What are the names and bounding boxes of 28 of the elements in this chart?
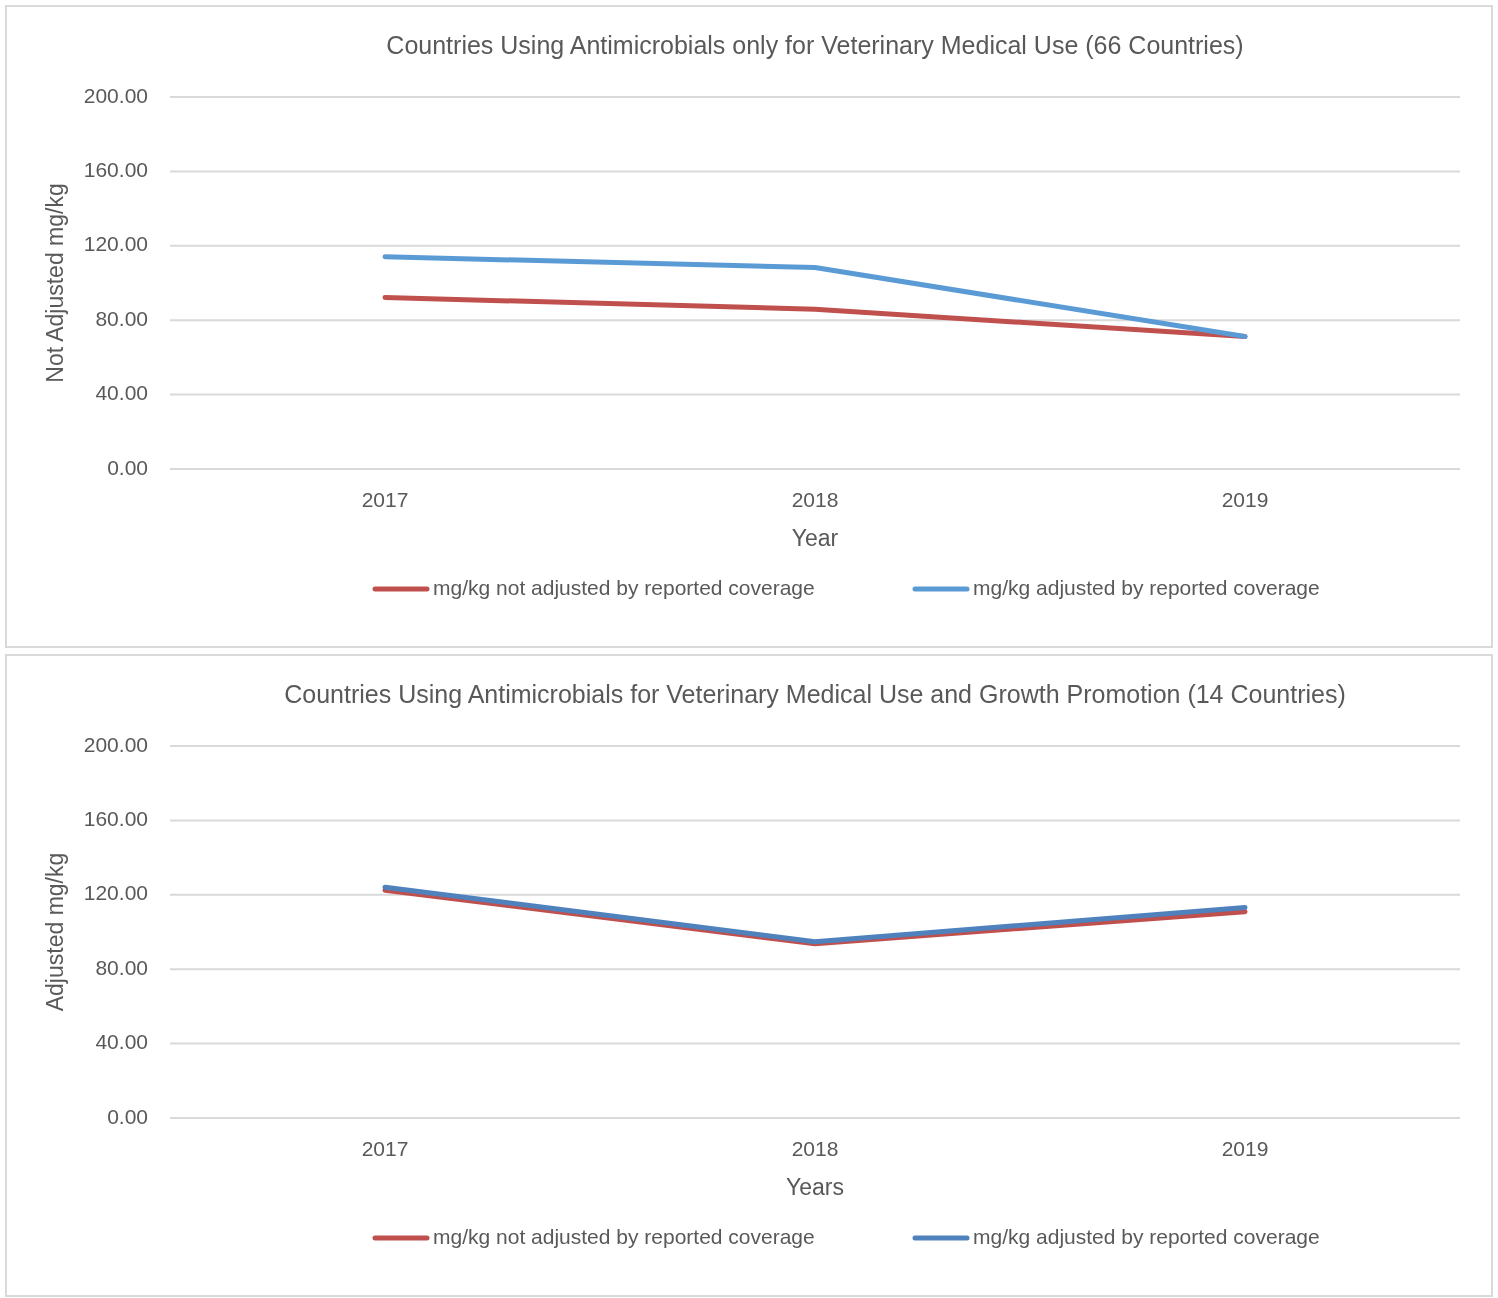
x-tick-label: 2017 bbox=[361, 1136, 409, 1160]
legend-label: mg/kg not adjusted by reported coverage bbox=[433, 1224, 815, 1248]
x-tick-label: 2019 bbox=[1221, 487, 1269, 511]
y-tick-label: 40.00 bbox=[95, 381, 148, 405]
y-tick-label: 120.00 bbox=[83, 881, 148, 905]
y-axis-title: Adjusted mg/kg bbox=[42, 852, 69, 1012]
chart-title: Countries Using Antimicrobials only for Veterinary Medical Use (66 Countries) bbox=[386, 30, 1244, 59]
y-tick-label: 200.00 bbox=[83, 732, 148, 756]
x-axis-title: Year bbox=[791, 525, 839, 552]
y-tick-label: 80.00 bbox=[95, 955, 148, 979]
chart-title: Countries Using Antimicrobials for Veterinary Medical Use and Growth Promotion (14 Countries) bbox=[284, 679, 1346, 708]
legend-label: mg/kg not adjusted by reported coverage bbox=[433, 575, 815, 599]
legend-label: mg/kg adjusted by reported coverage bbox=[973, 1224, 1320, 1248]
legend-label: mg/kg adjusted by reported coverage bbox=[973, 575, 1320, 599]
x-tick-label: 2018 bbox=[791, 487, 839, 511]
y-tick-label: 0.00 bbox=[107, 455, 148, 479]
y-axis-title: Not Adjusted mg/kg bbox=[42, 183, 69, 383]
y-tick-label: 40.00 bbox=[95, 1030, 148, 1054]
y-tick-label: 160.00 bbox=[83, 806, 148, 830]
y-tick-label: 160.00 bbox=[83, 157, 148, 181]
y-tick-label: 200.00 bbox=[83, 83, 148, 107]
y-tick-label: 80.00 bbox=[95, 306, 148, 330]
x-tick-label: 2019 bbox=[1221, 1136, 1269, 1160]
x-tick-label: 2017 bbox=[361, 487, 409, 511]
x-axis-title: Years bbox=[786, 1174, 844, 1201]
x-tick-label: 2018 bbox=[791, 1136, 839, 1160]
y-tick-label: 0.00 bbox=[107, 1104, 148, 1128]
y-tick-label: 120.00 bbox=[83, 232, 148, 256]
